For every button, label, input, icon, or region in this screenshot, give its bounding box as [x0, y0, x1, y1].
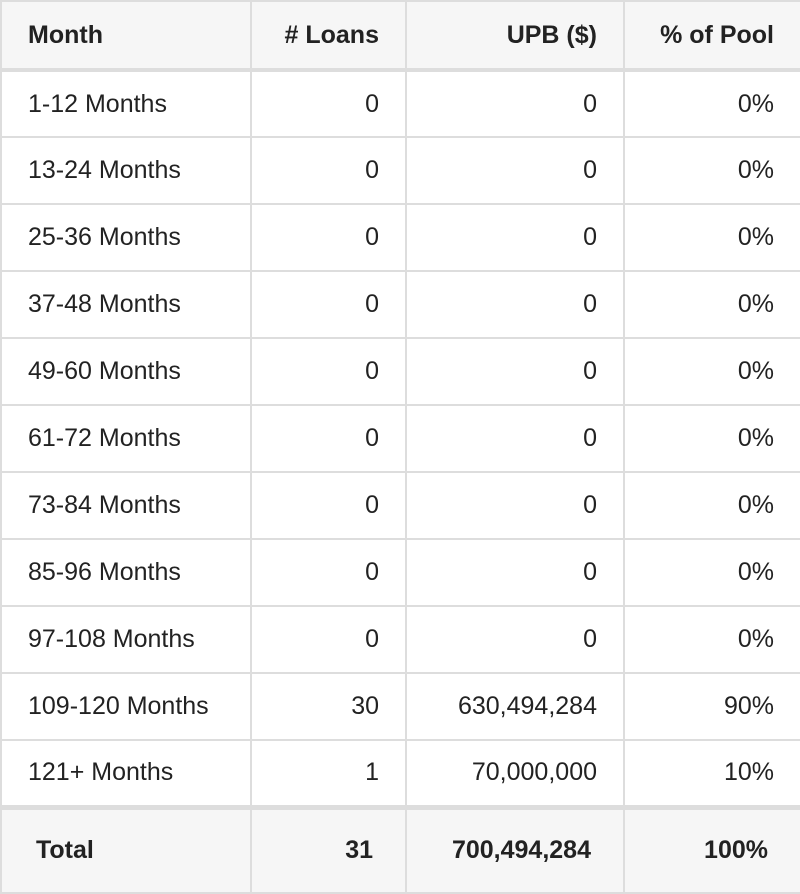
table-row: 61-72 Months 0 0 0%	[0, 404, 800, 473]
month-cell: 37-48 Months	[0, 270, 252, 339]
pool-pct-cell: 0%	[623, 69, 800, 138]
pool-pct-cell: 0%	[623, 270, 800, 339]
month-cell: 1-12 Months	[0, 69, 252, 138]
table-row: 121+ Months 1 70,000,000 10%	[0, 739, 800, 808]
table-row: 85-96 Months 0 0 0%	[0, 538, 800, 607]
loans-cell: 0	[250, 404, 407, 473]
total-pool-pct: 100%	[623, 804, 800, 894]
loans-cell: 0	[250, 471, 407, 540]
upb-cell: 0	[405, 404, 625, 473]
month-cell: 25-36 Months	[0, 203, 252, 272]
loans-cell: 0	[250, 605, 407, 674]
upb-cell: 0	[405, 337, 625, 406]
pool-pct-cell: 0%	[623, 203, 800, 272]
pool-pct-cell: 0%	[623, 605, 800, 674]
loans-cell: 0	[250, 270, 407, 339]
table-body: 1-12 Months 0 0 0% 13-24 Months 0 0 0% 25-36 Mon…	[0, 69, 800, 808]
table-header: Month # Loans UPB ($) % of Pool	[0, 0, 800, 72]
loans-cell: 0	[250, 538, 407, 607]
table-row: 13-24 Months 0 0 0%	[0, 136, 800, 205]
table-row: 37-48 Months 0 0 0%	[0, 270, 800, 339]
column-header-loans: # Loans	[250, 0, 407, 72]
table-footer: Total 31 700,494,284 100%	[0, 804, 800, 894]
pool-pct-cell: 0%	[623, 471, 800, 540]
column-header-month: Month	[0, 0, 252, 72]
header-row: Month # Loans UPB ($) % of Pool	[0, 0, 800, 72]
loans-cell: 1	[250, 739, 407, 808]
upb-cell: 0	[405, 605, 625, 674]
upb-cell: 70,000,000	[405, 739, 625, 808]
upb-cell: 0	[405, 471, 625, 540]
month-cell: 121+ Months	[0, 739, 252, 808]
column-header-pool-pct: % of Pool	[623, 0, 800, 72]
loans-cell: 30	[250, 672, 407, 741]
table-row: 49-60 Months 0 0 0%	[0, 337, 800, 406]
pool-pct-cell: 90%	[623, 672, 800, 741]
table-row: 97-108 Months 0 0 0%	[0, 605, 800, 674]
upb-cell: 0	[405, 203, 625, 272]
month-cell: 85-96 Months	[0, 538, 252, 607]
table-row: 73-84 Months 0 0 0%	[0, 471, 800, 540]
pool-pct-cell: 0%	[623, 337, 800, 406]
total-row: Total 31 700,494,284 100%	[0, 804, 800, 894]
total-label: Total	[0, 804, 252, 894]
upb-cell: 0	[405, 538, 625, 607]
month-cell: 73-84 Months	[0, 471, 252, 540]
upb-cell: 0	[405, 136, 625, 205]
table-row: 109-120 Months 30 630,494,284 90%	[0, 672, 800, 741]
upb-cell: 630,494,284	[405, 672, 625, 741]
month-cell: 61-72 Months	[0, 404, 252, 473]
month-cell: 97-108 Months	[0, 605, 252, 674]
pool-pct-cell: 0%	[623, 404, 800, 473]
pool-pct-cell: 10%	[623, 739, 800, 808]
loans-cell: 0	[250, 69, 407, 138]
total-upb: 700,494,284	[405, 804, 625, 894]
column-header-upb: UPB ($)	[405, 0, 625, 72]
month-cell: 13-24 Months	[0, 136, 252, 205]
month-cell: 49-60 Months	[0, 337, 252, 406]
pool-pct-cell: 0%	[623, 136, 800, 205]
loans-cell: 0	[250, 337, 407, 406]
loans-cell: 0	[250, 136, 407, 205]
loans-cell: 0	[250, 203, 407, 272]
table-row: 25-36 Months 0 0 0%	[0, 203, 800, 272]
upb-cell: 0	[405, 69, 625, 138]
upb-cell: 0	[405, 270, 625, 339]
pool-pct-cell: 0%	[623, 538, 800, 607]
table-row: 1-12 Months 0 0 0%	[0, 69, 800, 138]
month-cell: 109-120 Months	[0, 672, 252, 741]
total-loans: 31	[250, 804, 407, 894]
